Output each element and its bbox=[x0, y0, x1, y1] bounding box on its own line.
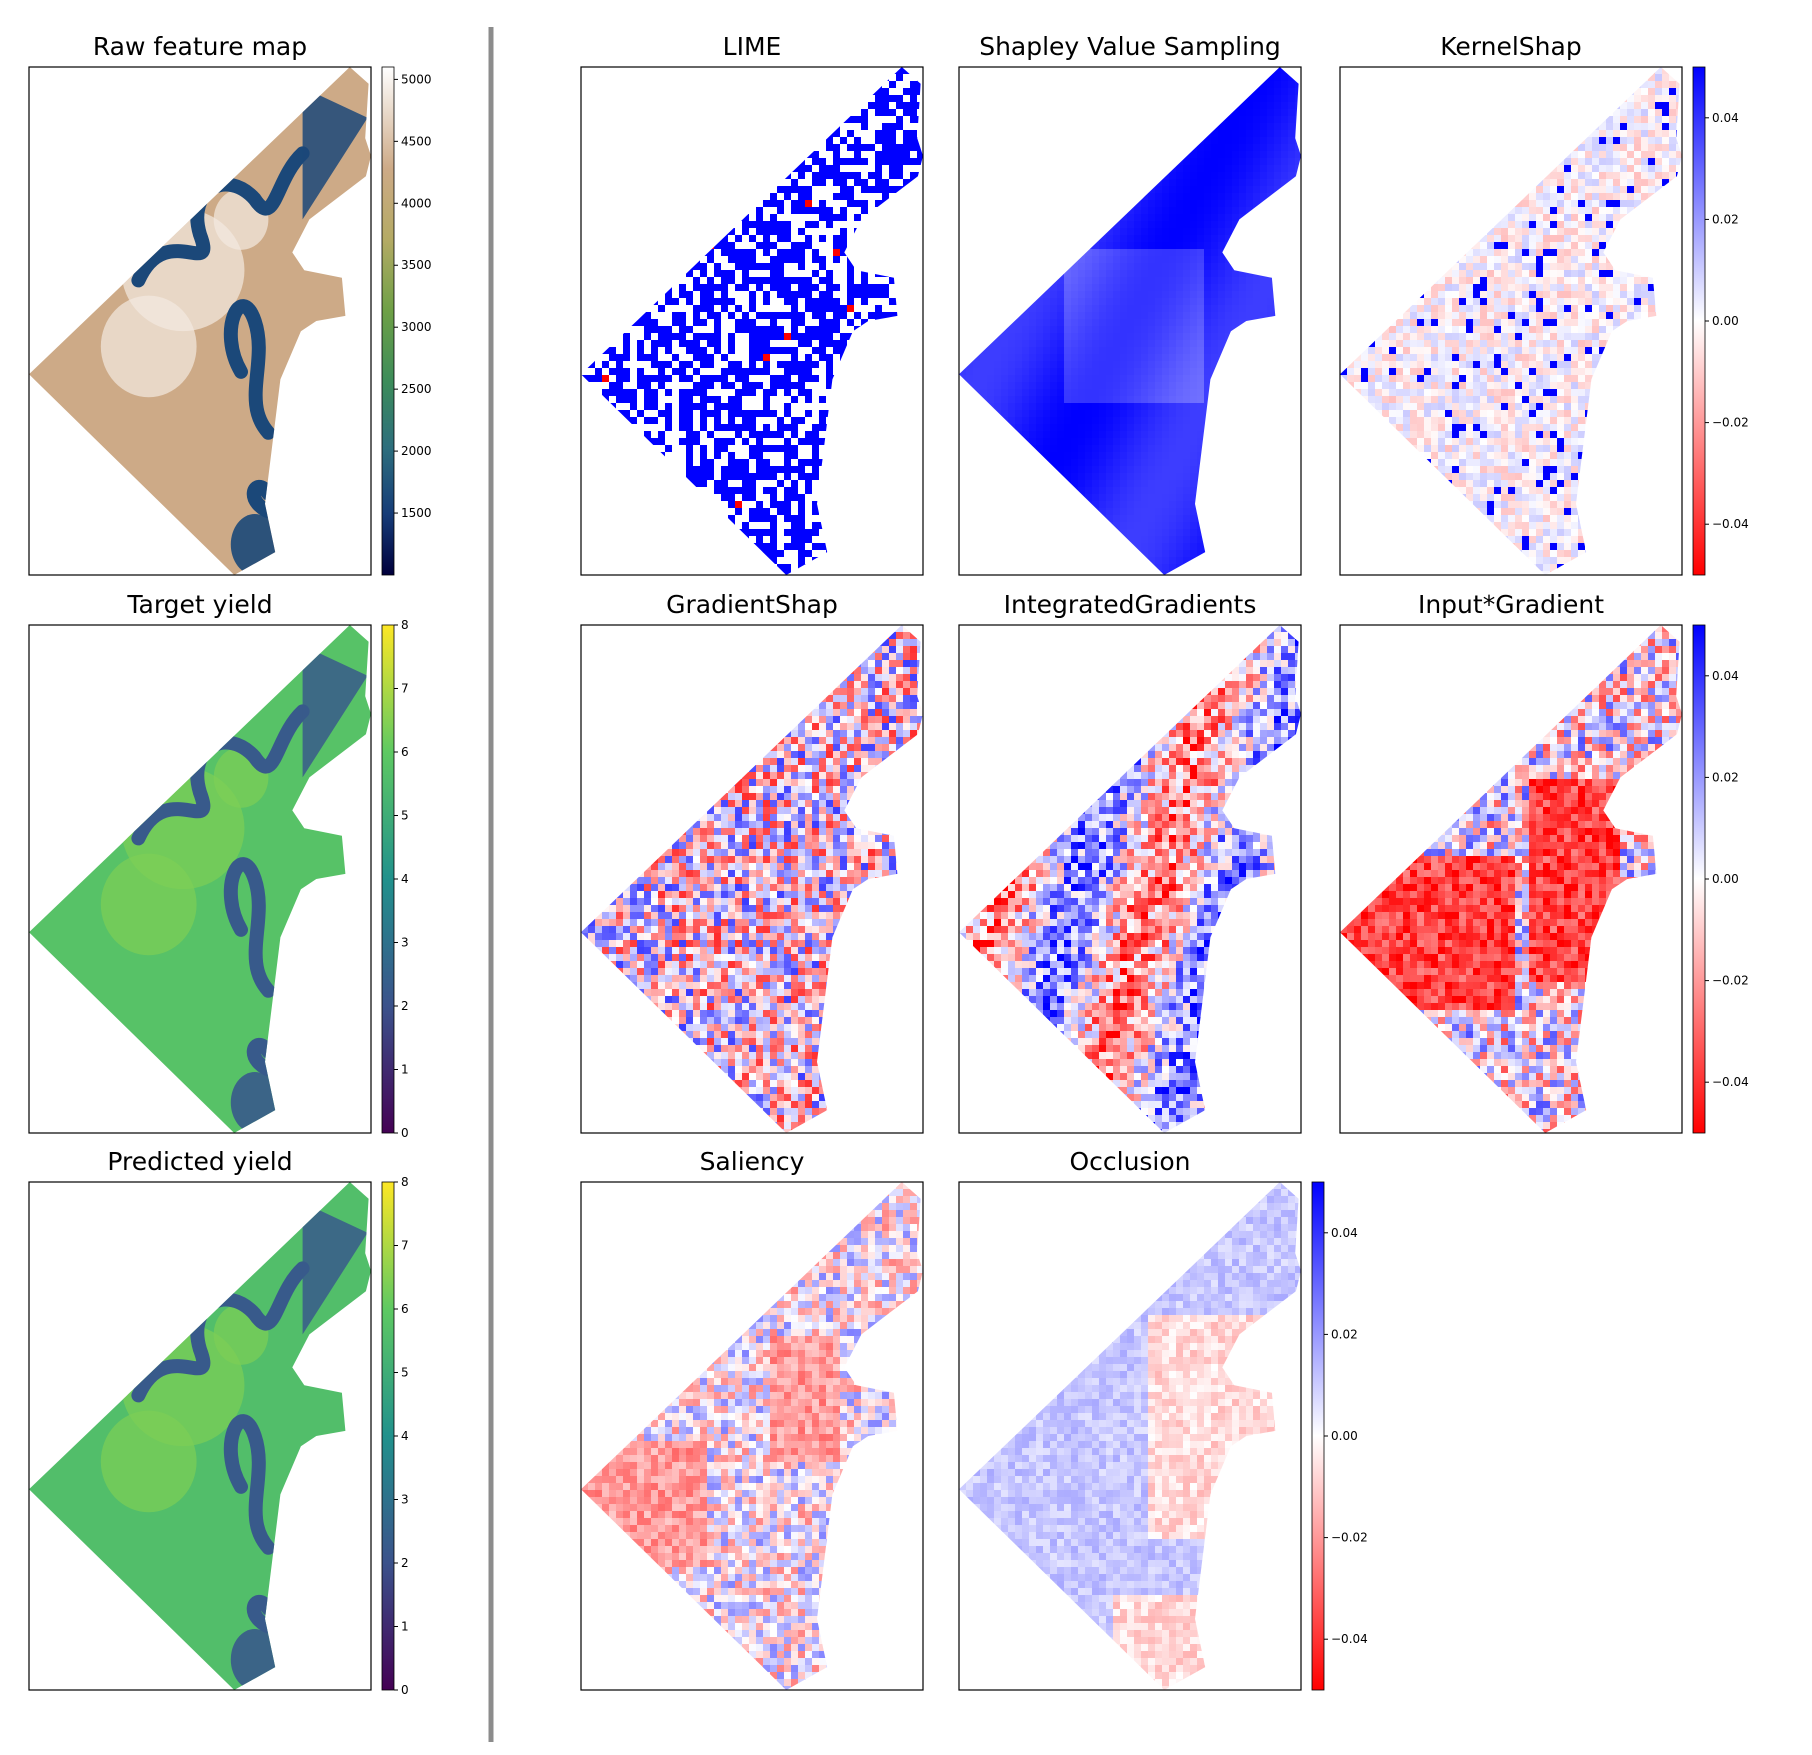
panel-integratedgradients: IntegratedGradients bbox=[958, 590, 1302, 1134]
colorbar-gradient bbox=[1692, 66, 1706, 576]
panel-gradientshap: GradientShap bbox=[580, 590, 924, 1134]
axes-frame bbox=[958, 66, 1302, 576]
colorbar-gradient bbox=[381, 66, 395, 576]
colorbar-tick-label: −0.04 bbox=[1712, 1075, 1749, 1089]
field-map bbox=[1340, 67, 1682, 575]
panel-title: LIME bbox=[723, 32, 782, 61]
colorbar-tick-label: 4000 bbox=[401, 196, 432, 210]
colorbar-tick-label: 4500 bbox=[401, 134, 432, 148]
colorbar-tick-label: −0.02 bbox=[1712, 416, 1749, 430]
panel-raw-feature-map: Raw feature map 1500 2000 2500 3000 3500 4000 4… bbox=[28, 32, 432, 576]
colorbar: −0.04 −0.02 0.00 0.02 0.04 bbox=[1311, 1181, 1368, 1691]
colorbar-tick-label: 2 bbox=[401, 1556, 409, 1570]
colorbar-tick-label: 0.02 bbox=[1712, 212, 1739, 226]
colorbar-tick-label: 2 bbox=[401, 999, 409, 1013]
panels: Raw feature map1500200025003000350040004… bbox=[28, 32, 1749, 1697]
panel-predicted-yield: Predicted yield 0 1 2 3 4 5 6 7 8 bbox=[28, 1147, 409, 1697]
panel-lime: LIME bbox=[580, 32, 924, 576]
field-map bbox=[581, 67, 923, 575]
axes-frame bbox=[28, 624, 372, 1134]
colorbar-gradient bbox=[1311, 1181, 1325, 1691]
colorbar-tick-label: 3500 bbox=[401, 258, 432, 272]
colorbar-tick-label: 0.04 bbox=[1712, 111, 1739, 125]
axes-frame bbox=[28, 66, 372, 576]
colorbar-tick-label: 2000 bbox=[401, 444, 432, 458]
colorbar-tick-label: 6 bbox=[401, 1302, 409, 1316]
colorbar-tick-label: 5 bbox=[401, 809, 409, 823]
field-map bbox=[959, 1182, 1301, 1690]
colorbar-tick-label: −0.02 bbox=[1712, 974, 1749, 988]
colorbar-tick-label: 1 bbox=[401, 1620, 409, 1634]
colorbar: −0.04 −0.02 0.00 0.02 0.04 bbox=[1692, 66, 1749, 576]
panel-title: Input*Gradient bbox=[1418, 590, 1604, 619]
colorbar-tick-label: 5000 bbox=[401, 72, 432, 86]
colorbar-tick-label: 1500 bbox=[401, 506, 432, 520]
axes-frame bbox=[580, 1181, 924, 1691]
axes-frame bbox=[958, 624, 1302, 1134]
panel-title: GradientShap bbox=[666, 590, 838, 619]
panel-title: Raw feature map bbox=[93, 32, 307, 61]
colorbar-tick-label: 0.02 bbox=[1712, 770, 1739, 784]
colorbar-tick-label: 1 bbox=[401, 1063, 409, 1077]
colorbar-tick-label: 7 bbox=[401, 682, 409, 696]
colorbar: 1500 2000 2500 3000 3500 4000 4500 5000 bbox=[381, 66, 432, 576]
panel-title: KernelShap bbox=[1440, 32, 1581, 61]
panel-title: Target yield bbox=[126, 590, 272, 619]
colorbar: −0.04 −0.02 0.00 0.02 0.04 bbox=[1692, 624, 1749, 1134]
colorbar-tick-label: 8 bbox=[401, 618, 409, 632]
panel-kernelshap: KernelShap −0.04 −0.02 0.00 0.02 0.04 bbox=[1339, 32, 1749, 576]
field-map bbox=[959, 67, 1301, 575]
field-map bbox=[29, 67, 371, 575]
panel-title: Saliency bbox=[700, 1147, 805, 1176]
panel-title: IntegratedGradients bbox=[1004, 590, 1257, 619]
colorbar-tick-label: 0.04 bbox=[1712, 669, 1739, 683]
axes-frame bbox=[28, 1181, 372, 1691]
field-map bbox=[1340, 625, 1682, 1133]
colorbar-tick-label: −0.04 bbox=[1331, 1632, 1368, 1646]
colorbar-tick-label: 3 bbox=[401, 1493, 409, 1507]
colorbar-tick-label: 0.00 bbox=[1712, 872, 1739, 886]
colorbar-gradient bbox=[381, 624, 395, 1134]
colorbar-tick-label: 8 bbox=[401, 1175, 409, 1189]
panel-title: Predicted yield bbox=[107, 1147, 292, 1176]
axes-frame bbox=[1339, 66, 1683, 576]
colorbar-tick-label: 0.00 bbox=[1331, 1429, 1358, 1443]
colorbar-tick-label: 5 bbox=[401, 1366, 409, 1380]
colorbar-tick-label: 7 bbox=[401, 1239, 409, 1253]
colorbar-tick-label: 4 bbox=[401, 1429, 409, 1443]
axes-frame bbox=[580, 66, 924, 576]
colorbar-tick-label: 6 bbox=[401, 745, 409, 759]
panel-input-gradient: Input*Gradient −0.04 −0.02 0.00 0.02 0.04 bbox=[1339, 590, 1749, 1134]
colorbar-tick-label: −0.02 bbox=[1331, 1531, 1368, 1545]
axes-frame bbox=[1339, 624, 1683, 1134]
colorbar-tick-label: 3 bbox=[401, 936, 409, 950]
colorbar-tick-label: 0 bbox=[401, 1683, 409, 1697]
panel-shapley-value-sampling: Shapley Value Sampling bbox=[958, 32, 1302, 576]
panel-title: Occlusion bbox=[1069, 1147, 1190, 1176]
colorbar-tick-label: 3000 bbox=[401, 320, 432, 334]
colorbar-tick-label: 0.02 bbox=[1331, 1327, 1358, 1341]
panel-occlusion: Occlusion −0.04 −0.02 0.00 0.02 0.04 bbox=[958, 1147, 1368, 1691]
field-map bbox=[959, 625, 1301, 1133]
field-map bbox=[29, 625, 371, 1133]
field-map bbox=[581, 625, 923, 1133]
panel-target-yield: Target yield 0 1 2 3 4 5 6 7 8 bbox=[28, 590, 409, 1140]
colorbar-gradient bbox=[381, 1181, 395, 1691]
field-map bbox=[29, 1182, 371, 1690]
axes-frame bbox=[580, 624, 924, 1134]
colorbar-tick-label: 0.04 bbox=[1331, 1226, 1358, 1240]
colorbar-tick-label: 0.00 bbox=[1712, 314, 1739, 328]
panel-title: Shapley Value Sampling bbox=[979, 32, 1281, 61]
panel-saliency: Saliency bbox=[580, 1147, 924, 1691]
colorbar-tick-label: 0 bbox=[401, 1126, 409, 1140]
colorbar-tick-label: 2500 bbox=[401, 382, 432, 396]
axes-frame bbox=[958, 1181, 1302, 1691]
colorbar: 0 1 2 3 4 5 6 7 8 bbox=[381, 618, 409, 1140]
colorbar-tick-label: 4 bbox=[401, 872, 409, 886]
colorbar-gradient bbox=[1692, 624, 1706, 1134]
colorbar-tick-label: −0.04 bbox=[1712, 517, 1749, 531]
colorbar: 0 1 2 3 4 5 6 7 8 bbox=[381, 1175, 409, 1697]
field-map bbox=[581, 1182, 923, 1690]
